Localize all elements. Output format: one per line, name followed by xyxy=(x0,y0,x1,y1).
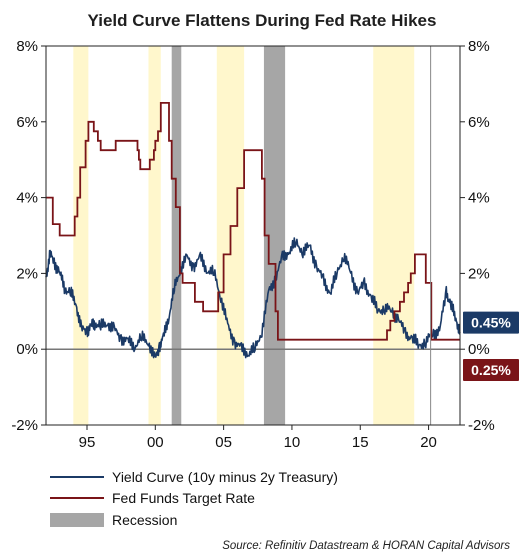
x-tick-label: 05 xyxy=(215,434,232,451)
x-tick-label: 10 xyxy=(284,434,301,451)
yield-curve-series-line xyxy=(45,237,461,359)
recession-bars-layer xyxy=(171,46,286,425)
y-tick-label-right: -2% xyxy=(468,417,495,434)
y-tick-label-left: -2% xyxy=(11,417,38,434)
end-label-yield-curve-badge xyxy=(463,311,519,334)
axis-ticks-layer: -2% -2% 0% 0% 2% 2% 4% 4% 6% 6% 8% 8% 95 00 05 10 15 20 xyxy=(11,38,494,451)
y-tick-label-right: 4% xyxy=(468,190,490,207)
y-tick-label-right: 2% xyxy=(468,265,490,282)
y-tick-label-left: 2% xyxy=(16,265,38,282)
plot-frame xyxy=(45,45,461,426)
end-label-yield-curve-value: 0.45% xyxy=(471,315,511,331)
hike-shading-layer xyxy=(73,46,415,425)
y-tick-label-left: 6% xyxy=(16,114,38,131)
legend-label-recession: Recession xyxy=(112,512,177,528)
rate-hike-shading-2 xyxy=(148,46,161,425)
y-tick-label-left: 4% xyxy=(16,190,38,207)
rate-hike-shading-4 xyxy=(373,46,415,425)
y-tick-label-right: 8% xyxy=(468,38,490,55)
recession-bar-1 xyxy=(171,46,182,425)
source-note: Source: Refinitiv Datastream & HORAN Cap… xyxy=(222,540,510,552)
y-tick-label-right: 0% xyxy=(468,341,490,358)
x-tick-label: 20 xyxy=(420,434,437,451)
legend: Yield Curve (10y minus 2y Treasury) Fed … xyxy=(50,469,338,528)
x-tick-label: 95 xyxy=(79,434,96,451)
legend-label-yield-curve: Yield Curve (10y minus 2y Treasury) xyxy=(112,469,338,485)
x-tick-label: 00 xyxy=(147,434,164,451)
y-tick-label-left: 8% xyxy=(16,38,38,55)
x-tick-label: 15 xyxy=(352,434,369,451)
end-label-yield-curve: 0.45% xyxy=(463,311,519,334)
fed-funds-series-line xyxy=(46,102,460,341)
legend-label-fed-funds: Fed Funds Target Rate xyxy=(112,490,255,506)
chart-title: Yield Curve Flattens During Fed Rate Hik… xyxy=(88,11,437,30)
y-tick-label-left: 0% xyxy=(16,341,38,358)
end-label-fed-funds-value: 0.25% xyxy=(471,362,511,378)
legend-swatch-recession xyxy=(50,513,104,527)
end-label-fed-funds: 0.25% xyxy=(463,359,519,382)
recession-bar-2 xyxy=(263,46,286,425)
end-label-fed-funds-badge xyxy=(463,359,519,382)
y-tick-label-right: 6% xyxy=(468,114,490,131)
